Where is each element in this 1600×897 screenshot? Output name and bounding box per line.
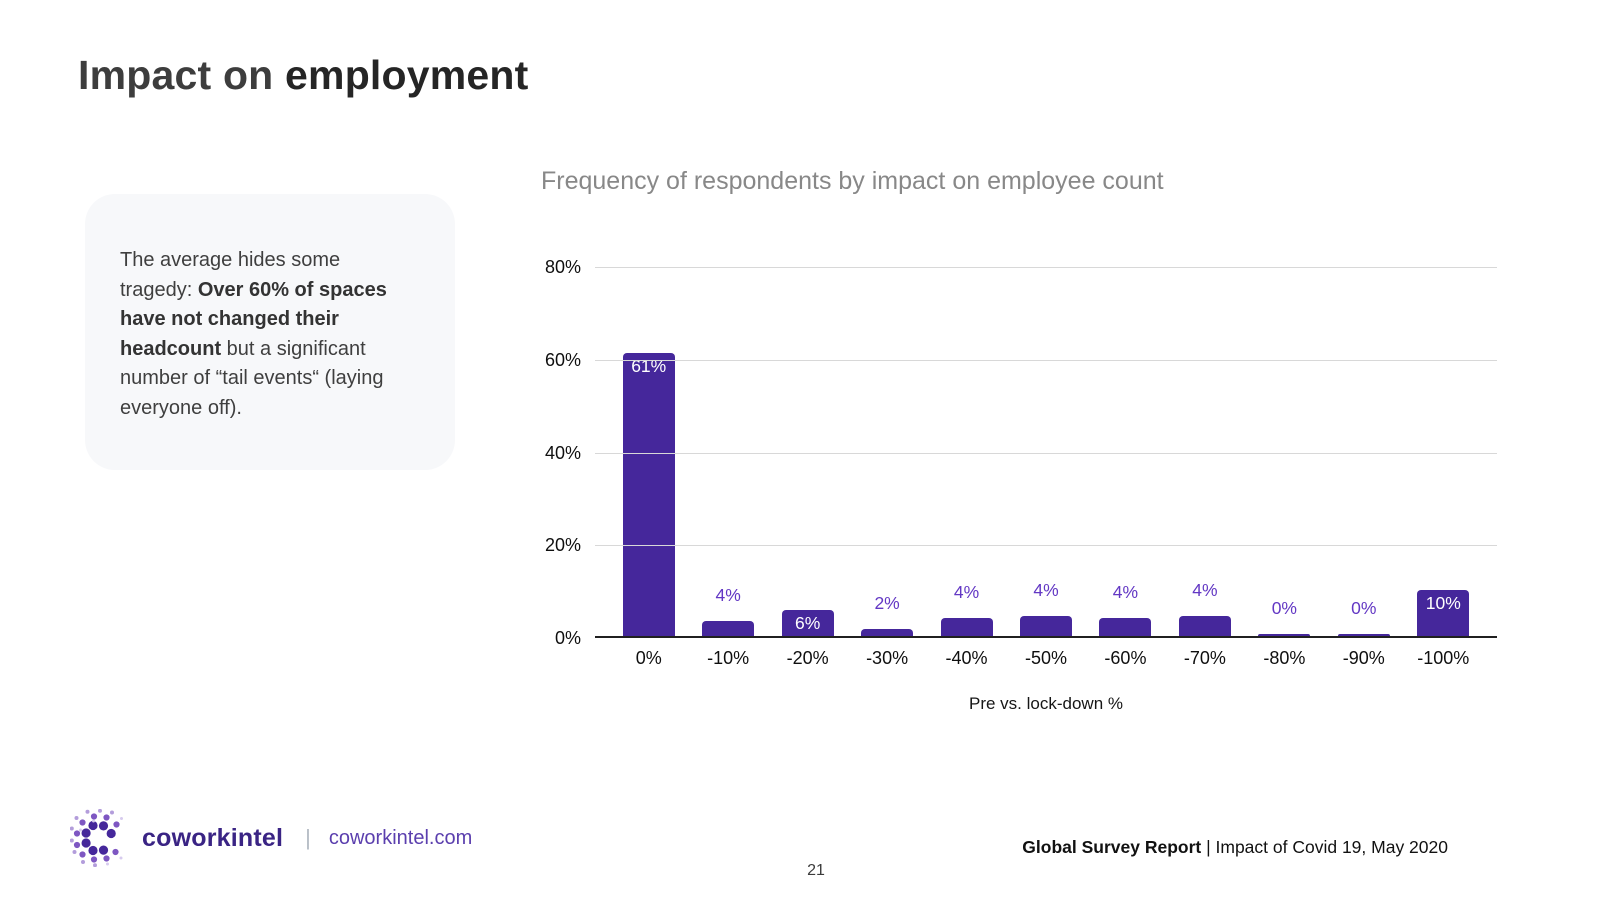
note-text: The average hides some tragedy: Over 60%…: [120, 246, 417, 423]
gridline: [595, 267, 1497, 268]
bar-value-label: 4%: [953, 581, 980, 602]
bar: [1019, 616, 1072, 636]
logo-wordmark: coworkintel: [142, 823, 284, 852]
y-tick-label: 20%: [544, 535, 581, 556]
x-tick-label: -60%: [1104, 648, 1147, 668]
chart-title: Frequency of respondents by impact on em…: [541, 167, 1164, 195]
bar: [702, 620, 755, 636]
x-tick-label: -100%: [1417, 648, 1470, 668]
page-title: Impact on employment: [78, 52, 529, 99]
bar-value-label: 0%: [1271, 597, 1297, 618]
y-tick-label: 60%: [544, 349, 581, 370]
bar-value-label: 10%: [1425, 592, 1461, 613]
bar-value-label: 2%: [874, 592, 900, 613]
bar-cell: 0%: [1245, 267, 1324, 636]
x-axis-title: Pre vs. lock-down %: [969, 694, 1123, 713]
bar: [1337, 633, 1390, 636]
bar: 61%: [622, 353, 675, 636]
bar-cell: 4%: [1006, 267, 1085, 636]
bar-cell: 0%: [1324, 267, 1403, 636]
x-tick-label: -80%: [1263, 648, 1306, 668]
bar: [1258, 633, 1311, 636]
x-tick-label: 0%: [635, 648, 662, 668]
footer-report-title: Global Survey Report: [1022, 837, 1202, 857]
footer-report-subtitle: | Impact of Covid 19, May 2020: [1201, 837, 1448, 857]
x-tick-label: -90%: [1342, 648, 1385, 668]
bar-cell: 2%: [847, 267, 926, 636]
bar-cell: 4%: [1086, 267, 1165, 636]
bar: 10%: [1417, 589, 1470, 636]
bar-cell: 4%: [927, 267, 1006, 636]
bar: [940, 617, 993, 636]
y-tick-label: 0%: [554, 628, 581, 648]
bar-value-label: 4%: [1033, 580, 1059, 601]
coworkintel-logo-icon: [70, 809, 123, 867]
page-number: 21: [807, 862, 825, 879]
bar-cell: 61%: [609, 267, 688, 636]
bar-value-label: 61%: [631, 356, 667, 377]
footer-report-caption: Global Survey Report | Impact of Covid 1…: [1022, 837, 1448, 858]
bar: [861, 628, 914, 636]
page-title-prefix: Impact on: [78, 52, 286, 98]
x-tick-label: -10%: [707, 648, 750, 668]
bar-cell: 10%: [1404, 267, 1483, 636]
y-tick-label: 40%: [544, 442, 581, 463]
footer-url-link[interactable]: coworkintel.com: [328, 826, 473, 849]
note-text-bold: Over 60% of spaces have not changed thei…: [120, 278, 387, 360]
bar-value-label: 0%: [1351, 597, 1377, 618]
bar-value-label: 4%: [1192, 580, 1218, 601]
x-tick-label: -20%: [786, 648, 829, 668]
bar-value-label: 4%: [715, 584, 741, 605]
bar-cell: 4%: [1165, 267, 1244, 636]
page-title-bold: employment: [285, 52, 529, 98]
x-tick-label: -40%: [945, 648, 988, 668]
gridline: [595, 545, 1497, 547]
gridline: [595, 359, 1497, 361]
x-tick-label: -50%: [1024, 648, 1067, 668]
footer-brand: coworkintel | coworkintel.com: [70, 809, 473, 867]
bar: [1099, 617, 1152, 636]
y-tick-label: 80%: [544, 257, 581, 277]
note-box: The average hides some tragedy: Over 60%…: [85, 194, 455, 470]
bar-value-label: 6%: [794, 613, 821, 634]
bar-value-label: 4%: [1112, 581, 1139, 602]
bar-cell: 6%: [768, 267, 847, 636]
bar: 6%: [781, 610, 834, 636]
x-tick-row: 0% -10% -20% -30% -40% -50% -60% -70% -80% -90% -1…: [595, 648, 1497, 669]
x-tick-label: -70%: [1183, 648, 1226, 668]
bars-row: 61% 4% 6% 2% 4% 4% 4% 4% 0% 0% 10%: [595, 267, 1497, 636]
x-tick-label: -30%: [866, 648, 909, 668]
gridline: [595, 452, 1497, 454]
note-text-before: The average hides some tragedy:: [120, 249, 341, 301]
footer-separator: |: [305, 825, 311, 850]
note-text-after: but a significant number of “tail events…: [120, 337, 384, 419]
bar-cell: 4%: [688, 267, 767, 636]
bar: [1178, 616, 1231, 636]
plot-area: 61% 4% 6% 2% 4% 4% 4% 4% 0% 0% 10% 0% -10% -20% -30% -…: [545, 257, 1497, 668]
